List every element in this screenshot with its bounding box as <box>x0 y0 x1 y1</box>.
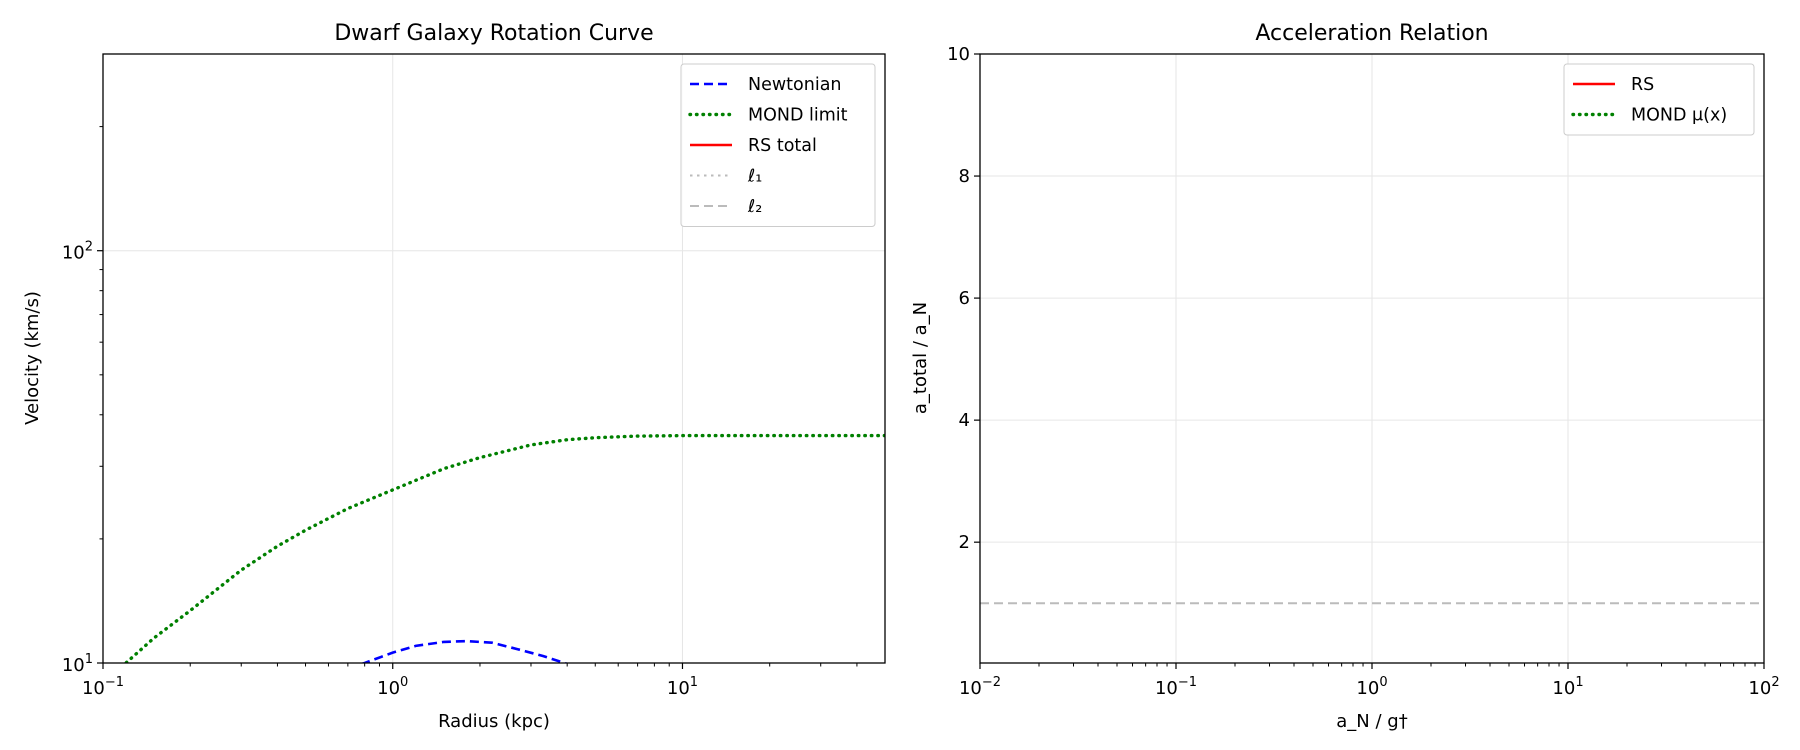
legend-label: ℓ₂ <box>747 197 762 217</box>
y-tick-label: 102 <box>62 240 93 264</box>
y-tick-label: 6 <box>959 288 970 309</box>
x-tick-label: 100 <box>1356 675 1387 699</box>
legend-label: MOND μ(x) <box>1631 106 1727 126</box>
axes-frame <box>102 53 886 664</box>
y-tick-label: 10 <box>947 44 970 65</box>
legend: RS MOND μ(x) <box>1563 63 1755 136</box>
series-line-mond-limit <box>122 433 885 663</box>
y-tick-label: 4 <box>959 410 970 431</box>
legend-label: Newtonian <box>748 75 842 95</box>
ticks: 10−2 10−1 100 101 102 2 4 6 8 10 <box>947 44 1780 699</box>
legend: Newtonian MOND limit RS total ℓ₁ ℓ₂ <box>680 63 876 227</box>
chart-title: Acceleration Relation <box>1255 21 1488 46</box>
y-tick-label: 8 <box>959 166 970 187</box>
y-axis-label: a_total / a_N <box>910 302 931 414</box>
acceleration-relation-panel: Acceleration Relation 10−2 10−1 100 101 102 2… <box>910 21 1780 732</box>
x-tick-label: 10−1 <box>1155 675 1197 699</box>
y-tick-label: 2 <box>959 532 970 553</box>
x-axis-label: Radius (kpc) <box>438 711 550 732</box>
legend-box <box>1563 63 1755 136</box>
x-tick-label: 101 <box>667 675 698 699</box>
x-tick-label: 100 <box>377 675 408 699</box>
y-axis-label: Velocity (km/s) <box>22 291 43 425</box>
legend-label: RS total <box>748 136 817 156</box>
x-tick-label: 102 <box>1748 675 1779 699</box>
legend-label: RS <box>1631 75 1654 95</box>
plot-area <box>122 433 885 663</box>
series-line-newtonian <box>360 639 569 663</box>
grid <box>980 54 1764 663</box>
y-tick-label: 101 <box>62 652 93 676</box>
legend-label: ℓ₁ <box>747 167 762 187</box>
rotation-curve-panel: Dwarf Galaxy Rotation Curve 10−1 100 10110… <box>22 21 886 732</box>
legend-box <box>680 63 876 227</box>
x-tick-label: 10−1 <box>82 675 124 699</box>
ticks: 10−1 100 101 101 102 <box>62 126 858 699</box>
chart-title: Dwarf Galaxy Rotation Curve <box>334 21 653 46</box>
legend-label: MOND limit <box>748 106 848 126</box>
x-tick-label: 10−2 <box>959 675 1001 699</box>
x-axis-label: a_N / g† <box>1336 711 1407 732</box>
x-tick-label: 101 <box>1552 675 1583 699</box>
